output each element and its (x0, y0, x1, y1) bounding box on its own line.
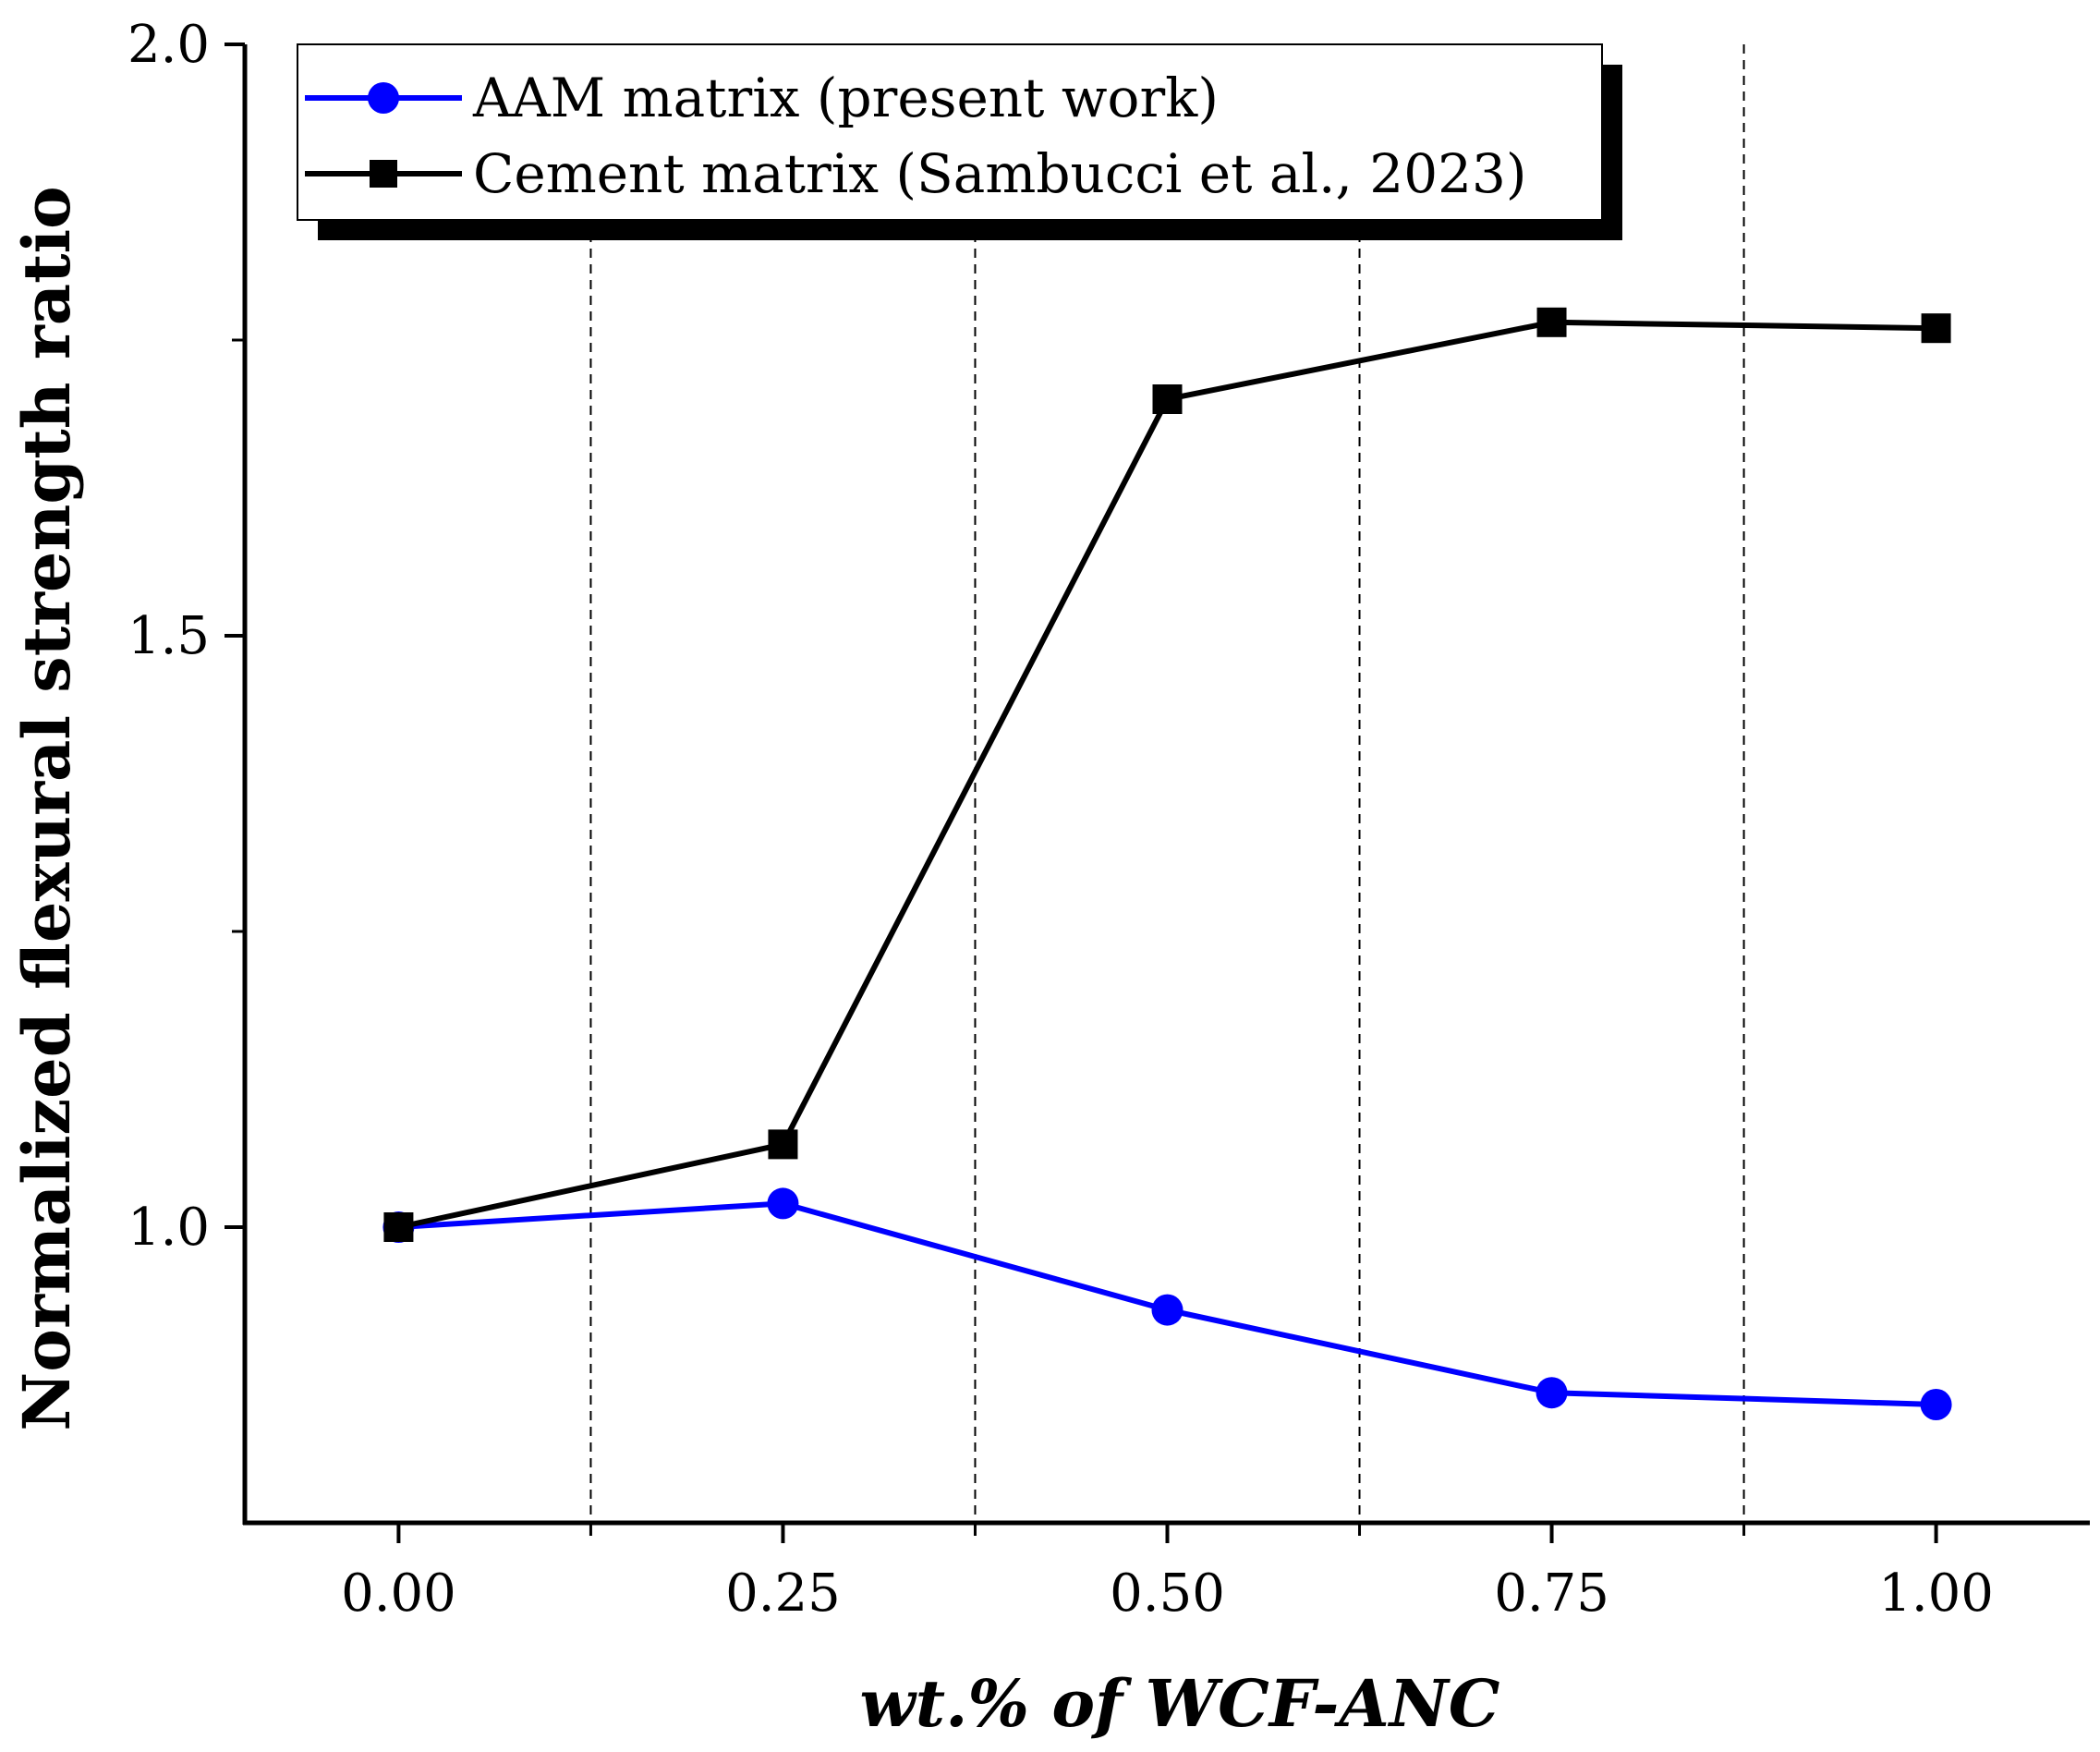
y-axis-title: Normalized flexural strength ratio (8, 186, 85, 1430)
legend-box (297, 43, 1603, 221)
x-tick-label: 0.25 (725, 1563, 841, 1624)
legend-label: Cement matrix (Sambucci et al., 2023) (473, 142, 1527, 205)
data-point (1921, 313, 1951, 344)
x-tick-label: 1.00 (1878, 1563, 1994, 1624)
x-axis-title: wt.% of WCF-ANC (860, 1665, 1500, 1742)
legend: AAM matrix (present work) Cement matrix (… (297, 43, 1622, 240)
axes: 0.00 0.25 0.50 0.75 1.00 1.0 1.5 2.0 (127, 15, 2090, 1624)
y-tick-label: 1.5 (127, 606, 210, 666)
data-point (1152, 384, 1183, 414)
data-point (1536, 1377, 1568, 1409)
data-point (383, 1212, 414, 1242)
data-point (1920, 1389, 1952, 1420)
legend-marker (370, 160, 397, 188)
series-line (397, 319, 1936, 1230)
grid-lines (589, 44, 1745, 1523)
legend-label: AAM matrix (present work) (472, 67, 1219, 129)
x-tick-label: 0.00 (341, 1563, 456, 1624)
legend-marker (368, 82, 399, 114)
x-tick-label: 0.75 (1494, 1563, 1609, 1624)
y-tick-label: 1.0 (127, 1198, 210, 1258)
data-point (1536, 307, 1567, 337)
series-layer (382, 307, 1952, 1420)
x-tick-label: 0.50 (1110, 1563, 1225, 1624)
data-point (767, 1187, 799, 1220)
data-point (768, 1129, 798, 1160)
data-point (1151, 1294, 1184, 1326)
y-tick-label: 2.0 (127, 15, 210, 75)
